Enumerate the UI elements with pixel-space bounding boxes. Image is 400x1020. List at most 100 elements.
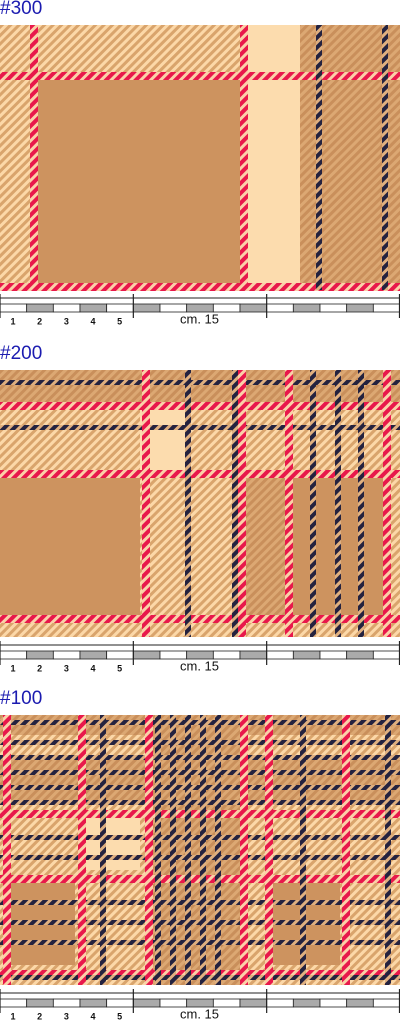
ruler-cell: [0, 998, 28, 1008]
ruler-number: 1: [10, 316, 15, 326]
navy-stripe: [300, 715, 306, 985]
tartan-swatch: [0, 370, 400, 637]
ruler-cell: [346, 303, 374, 313]
ruler-cell: [79, 650, 108, 660]
ruler-number: 2: [37, 1011, 42, 1020]
ruler-number: 1: [10, 663, 15, 673]
navy-stripe: [215, 715, 221, 985]
red-stripe: [383, 370, 391, 637]
ruler-cell: [239, 998, 268, 1008]
scale-ruler: 1 2 3 4 5 cm. 15: [0, 294, 400, 327]
ruler-cell: [26, 998, 54, 1008]
ruler-number: 4: [90, 316, 95, 326]
red-stripe: [0, 470, 400, 478]
ruler-cell: [319, 650, 348, 660]
ruler-cell: [79, 303, 108, 313]
ruler-number: 4: [90, 663, 95, 673]
ruler-unit: cm. 15: [180, 659, 219, 674]
ruler-unit: cm. 15: [180, 1007, 219, 1020]
ruler-cell: [52, 650, 81, 660]
ruler-cell: [319, 998, 348, 1008]
ruler-number: 3: [64, 663, 69, 673]
light-block: [245, 25, 300, 290]
navy-stripe: [232, 370, 238, 637]
navy-stripe: [358, 370, 364, 637]
tartan-swatch: [0, 25, 400, 291]
red-stripe: [0, 283, 400, 291]
red-stripe: [78, 715, 86, 985]
navy-stripe: [185, 715, 191, 985]
red-stripe: [285, 370, 293, 637]
swatch-label: #100: [0, 688, 42, 709]
navy-stripe: [170, 715, 176, 985]
ruler-number: 5: [117, 316, 122, 326]
dark-block: [0, 470, 140, 615]
red-stripe: [265, 715, 273, 985]
scale-ruler: 1 2 3 4 5 cm. 15: [0, 989, 400, 1020]
red-stripe: [0, 72, 400, 80]
ruler-cell: [372, 998, 400, 1008]
ruler-cell: [132, 650, 161, 660]
ruler-cell: [239, 303, 268, 313]
red-stripe: [145, 715, 153, 985]
ruler-number: 1: [10, 1011, 15, 1020]
ruler-number: 3: [64, 316, 69, 326]
ruler-cell: [106, 303, 134, 313]
ruler-cell: [0, 650, 28, 660]
ruler-number: 3: [64, 1011, 69, 1020]
ruler-number: 2: [37, 316, 42, 326]
ruler-cell: [132, 303, 161, 313]
ruler-cell: [52, 998, 81, 1008]
navy-stripe: [316, 25, 322, 290]
ruler-number: 5: [117, 663, 122, 673]
ruler-cell: [266, 998, 294, 1008]
navy-stripe: [0, 380, 400, 385]
ruler-cell: [106, 650, 134, 660]
red-stripe: [3, 715, 11, 985]
tartan-swatch: [0, 715, 400, 985]
navy-stripe: [185, 370, 191, 637]
scale-ruler: 1 2 3 4 5 cm. 15: [0, 641, 400, 674]
red-stripe: [240, 25, 248, 290]
ruler-cell: [372, 303, 400, 313]
ruler-cell: [346, 998, 374, 1008]
ruler-cell: [106, 998, 134, 1008]
red-stripe: [0, 615, 400, 623]
ruler-cell: [132, 998, 161, 1008]
red-stripe: [342, 715, 350, 985]
ruler-cell: [372, 650, 400, 660]
navy-stripe: [0, 425, 400, 430]
ruler-cell: [266, 303, 294, 313]
swatch-label: #300: [0, 0, 42, 19]
ruler-cell: [79, 998, 108, 1008]
navy-stripe: [382, 25, 388, 290]
navy-stripe: [335, 370, 341, 637]
red-stripe: [240, 715, 248, 985]
ruler-unit: cm. 15: [180, 312, 219, 327]
red-stripe: [238, 370, 246, 637]
navy-stripe: [200, 715, 206, 985]
ruler-number: 4: [90, 1011, 95, 1020]
ruler-cell: [52, 303, 81, 313]
ruler-cell: [26, 650, 54, 660]
ruler-cell: [239, 650, 268, 660]
ruler-cell: [346, 650, 374, 660]
ruler-number: 2: [37, 663, 42, 673]
ruler-number: 5: [117, 1011, 122, 1020]
ruler-cell: [292, 650, 321, 660]
navy-stripe: [155, 715, 161, 985]
ruler-cell: [319, 303, 348, 313]
ruler-cell: [26, 303, 54, 313]
red-stripe: [142, 370, 150, 637]
ruler-cell: [0, 303, 28, 313]
navy-stripe: [310, 370, 316, 637]
red-stripe: [30, 25, 38, 290]
dark-block: [30, 73, 240, 285]
ruler-cell: [292, 998, 321, 1008]
navy-stripe: [100, 715, 106, 985]
ruler-cell: [266, 650, 294, 660]
ruler-cell: [292, 303, 321, 313]
red-stripe: [0, 402, 400, 410]
swatch-label: #200: [0, 343, 42, 364]
